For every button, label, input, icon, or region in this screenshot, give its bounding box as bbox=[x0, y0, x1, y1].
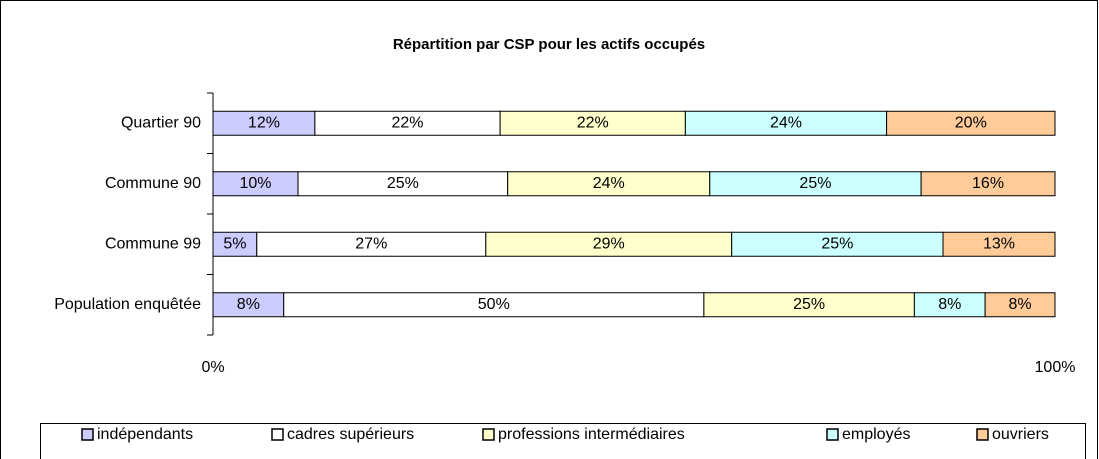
bar-segment bbox=[920, 171, 1056, 197]
bar-segment bbox=[212, 171, 299, 197]
data-label: 22% bbox=[391, 114, 423, 131]
data-label: 12% bbox=[248, 114, 280, 131]
x-tick-label: 0% bbox=[201, 359, 224, 376]
bar-segment bbox=[984, 292, 1056, 318]
data-label: 8% bbox=[938, 296, 961, 313]
legend-swatch bbox=[271, 428, 284, 441]
x-tick-label: 100% bbox=[1035, 359, 1076, 376]
bar-segment bbox=[212, 292, 285, 318]
bar-segment bbox=[507, 171, 711, 197]
legend-label: employés bbox=[842, 426, 910, 443]
bar-segment bbox=[913, 292, 986, 318]
bar-segment bbox=[684, 110, 888, 136]
data-label: 22% bbox=[577, 114, 609, 131]
bar-segment bbox=[256, 231, 487, 257]
y-tick-label: Population enquêtée bbox=[54, 296, 201, 313]
data-label: 16% bbox=[972, 175, 1004, 192]
bar-segment bbox=[499, 110, 686, 136]
legend-label: ouvriers bbox=[992, 426, 1049, 443]
bar-segment bbox=[703, 292, 915, 318]
data-label: 25% bbox=[793, 296, 825, 313]
data-label: 8% bbox=[1008, 296, 1031, 313]
data-label: 27% bbox=[355, 235, 387, 252]
legend-swatch bbox=[826, 428, 839, 441]
bar-segment bbox=[283, 292, 705, 318]
data-label: 50% bbox=[478, 296, 510, 313]
legend-label: professions intermédiaires bbox=[498, 426, 685, 443]
bar-segment bbox=[886, 110, 1056, 136]
y-tick-label: Commune 99 bbox=[105, 235, 201, 252]
data-label: 25% bbox=[799, 175, 831, 192]
data-label: 20% bbox=[955, 114, 987, 131]
legend-swatch bbox=[81, 428, 94, 441]
y-tick-label: Quartier 90 bbox=[121, 114, 201, 131]
data-label: 8% bbox=[237, 296, 260, 313]
bar-segment bbox=[485, 231, 733, 257]
data-label: 25% bbox=[821, 235, 853, 252]
data-label: 24% bbox=[593, 175, 625, 192]
data-label: 29% bbox=[593, 235, 625, 252]
bar-segment bbox=[212, 231, 258, 257]
data-label: 10% bbox=[240, 175, 272, 192]
bar-segment bbox=[731, 231, 944, 257]
bar-segment bbox=[942, 231, 1056, 257]
y-tick-label: Commune 90 bbox=[105, 175, 201, 192]
legend-label: cadres supérieurs bbox=[287, 426, 414, 443]
data-label: 13% bbox=[983, 235, 1015, 252]
data-label: 5% bbox=[223, 235, 246, 252]
data-label: 25% bbox=[387, 175, 419, 192]
legend-box bbox=[40, 423, 1086, 459]
bar-segment bbox=[297, 171, 509, 197]
legend-swatch bbox=[976, 428, 989, 441]
chart-title: Répartition par CSP pour les actifs occu… bbox=[393, 36, 705, 53]
legend-swatch bbox=[482, 428, 495, 441]
legend-label: indépendants bbox=[97, 426, 193, 443]
data-label: 24% bbox=[770, 114, 802, 131]
bar-segment bbox=[709, 171, 922, 197]
bar-segment bbox=[314, 110, 501, 136]
